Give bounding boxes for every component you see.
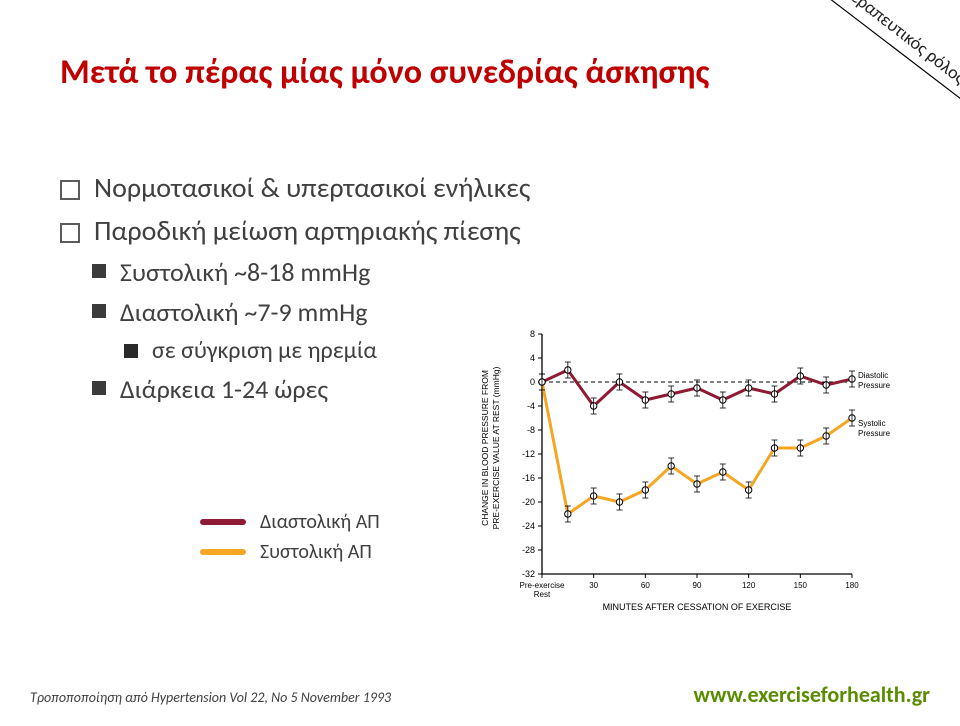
slide-title: Μετά το πέρας μίας μόνο συνεδρίας άσκηση… <box>60 52 709 93</box>
svg-text:Systolic: Systolic <box>858 419 886 428</box>
svg-text:PRE-EXERCISE VALUE AT REST (mm: PRE-EXERCISE VALUE AT REST (mmHg) <box>491 366 501 529</box>
svg-text:150: 150 <box>794 581 808 590</box>
svg-text:Pressure: Pressure <box>858 429 891 438</box>
svg-text:Pre-exercise: Pre-exercise <box>520 581 565 590</box>
svg-text:CHANGE IN BLOOD PRESSURE FROM: CHANGE IN BLOOD PRESSURE FROM <box>480 370 490 526</box>
footer-citation: Τροποποποίηση από Hypertension Vol 22, N… <box>30 689 391 706</box>
svg-text:8: 8 <box>530 329 535 339</box>
bullet-level1: Νορμοτασικοί & υπερτασικοί ενήλικες <box>60 170 580 205</box>
svg-text:Diastolic: Diastolic <box>858 371 888 380</box>
svg-text:-12: -12 <box>522 449 535 459</box>
bullet-text: Συστολική ~8-18 mmHg <box>120 256 370 288</box>
bullet-text: σε σύγκριση με ηρεμία <box>152 336 377 365</box>
bp-change-chart: 8 4 0 -4 -8 -12 -16 -20 -24 -28 -32 Pre-exerciseRes… <box>470 320 930 620</box>
svg-text:-16: -16 <box>522 473 535 483</box>
bullet-square-solid-icon <box>124 344 138 358</box>
svg-text:Rest: Rest <box>534 590 551 599</box>
bullet-text: Διαστολική ~7-9 mmHg <box>120 296 368 328</box>
legend-row-diastolic: Διαστολική ΑΠ <box>200 510 380 534</box>
bullet-text: Νορμοτασικοί & υπερτασικοί ενήλικες <box>94 170 530 205</box>
footer-url: www.exerciseforhealth.gr <box>694 681 930 708</box>
bullet-text: Διάρκεια 1-24 ώρες <box>120 373 328 405</box>
legend-label-diastolic: Διαστολική ΑΠ <box>260 510 380 534</box>
chart-legend: Διαστολική ΑΠ Συστολική ΑΠ <box>200 510 380 570</box>
bullet-square-fill-icon <box>92 304 106 318</box>
bullet-level2: Συστολική ~8-18 mmHg <box>92 256 580 288</box>
legend-swatch-diastolic <box>200 519 246 525</box>
svg-text:0: 0 <box>530 377 535 387</box>
svg-text:-24: -24 <box>522 521 535 531</box>
svg-text:90: 90 <box>693 581 702 590</box>
svg-text:-28: -28 <box>522 545 535 555</box>
bullet-square-icon <box>60 223 80 243</box>
svg-text:4: 4 <box>530 353 535 363</box>
bullet-level1: Παροδική μείωση αρτηριακής πίεσης <box>60 213 580 248</box>
svg-text:-4: -4 <box>527 401 535 411</box>
legend-row-systolic: Συστολική ΑΠ <box>200 540 380 564</box>
bullet-text: Παροδική μείωση αρτηριακής πίεσης <box>94 213 521 248</box>
bullet-square-icon <box>60 180 80 200</box>
legend-label-systolic: Συστολική ΑΠ <box>260 540 372 564</box>
bullet-square-fill-icon <box>92 264 106 278</box>
svg-text:120: 120 <box>742 581 756 590</box>
svg-text:60: 60 <box>641 581 650 590</box>
svg-text:-8: -8 <box>527 425 535 435</box>
svg-text:-20: -20 <box>522 497 535 507</box>
svg-text:30: 30 <box>589 581 598 590</box>
svg-text:-32: -32 <box>522 569 535 579</box>
badge-folded-corner: Θεραπευτικός ρόλος <box>768 0 960 142</box>
bullet-square-fill-icon <box>92 381 106 395</box>
svg-text:Pressure: Pressure <box>858 381 891 390</box>
svg-text:MINUTES AFTER CESSATION OF EXE: MINUTES AFTER CESSATION OF EXERCISE <box>603 602 792 612</box>
legend-swatch-systolic <box>200 549 246 555</box>
svg-text:180: 180 <box>845 581 859 590</box>
